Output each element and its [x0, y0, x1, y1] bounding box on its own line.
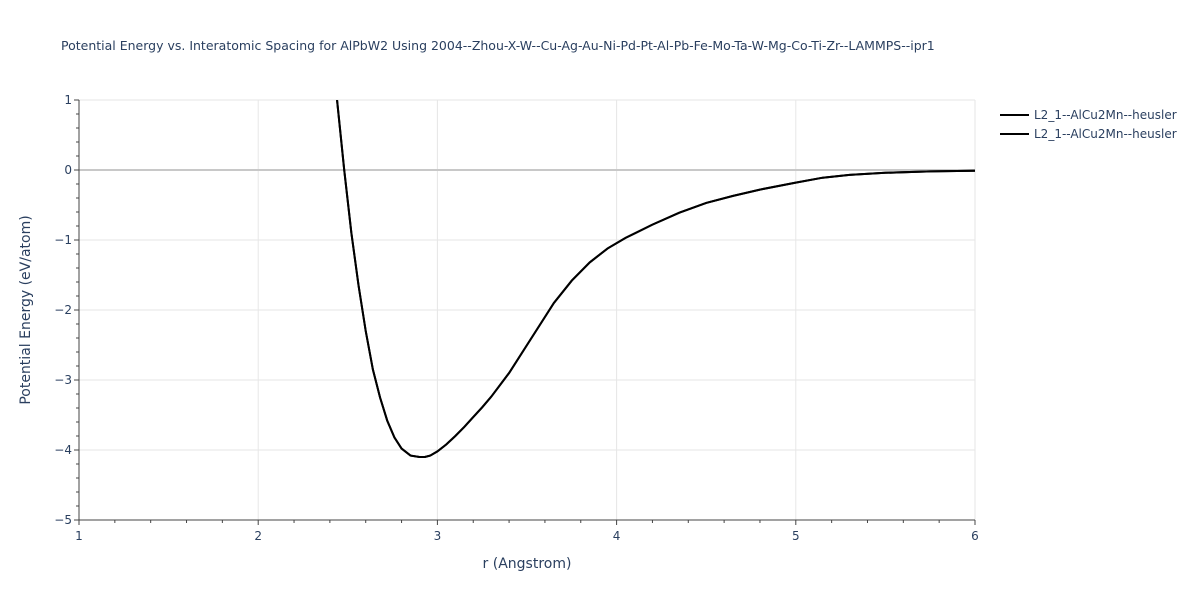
y-tick-label: 1 — [64, 93, 72, 107]
axes: 1 2 3 4 5 6 1 0 −1 −2 −3 −4 −5 — [54, 93, 979, 543]
x-axis-title: r (Angstrom) — [483, 556, 572, 572]
y-tick-label: −2 — [54, 303, 72, 317]
y-tick-label: −3 — [54, 373, 72, 387]
legend[interactable]: L2_1--AlCu2Mn--heusler L2_1--AlCu2Mn--heu… — [1000, 108, 1177, 141]
legend-item-1[interactable]: L2_1--AlCu2Mn--heusler — [1000, 108, 1177, 122]
legend-label: L2_1--AlCu2Mn--heusler — [1034, 127, 1177, 141]
y-axis-title: Potential Energy (eV/atom) — [18, 215, 34, 404]
legend-item-2[interactable]: L2_1--AlCu2Mn--heusler — [1000, 127, 1177, 141]
series-line-1 — [336, 100, 975, 458]
series-line-2 — [336, 100, 975, 458]
x-tick-label: 6 — [971, 529, 979, 543]
x-tick-label: 2 — [254, 529, 262, 543]
y-tick-label: −4 — [54, 443, 72, 457]
x-tick-label: 1 — [75, 529, 83, 543]
x-tick-label: 3 — [434, 529, 442, 543]
plot-area — [336, 100, 975, 458]
y-tick-label: −5 — [54, 513, 72, 527]
chart-title: Potential Energy vs. Interatomic Spacing… — [61, 38, 935, 53]
y-tick-label: 0 — [64, 163, 72, 177]
x-tick-label: 4 — [613, 529, 621, 543]
grid — [79, 99, 976, 520]
y-tick-label: −1 — [54, 233, 72, 247]
x-tick-label: 5 — [792, 529, 800, 543]
legend-label: L2_1--AlCu2Mn--heusler — [1034, 108, 1177, 122]
